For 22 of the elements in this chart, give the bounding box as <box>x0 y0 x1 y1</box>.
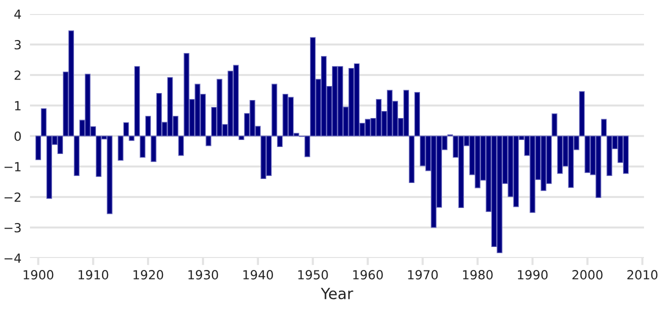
x-tick-label: 1960 <box>353 270 383 280</box>
x-tick-label: 1950 <box>298 270 328 280</box>
x-tick-label: 2010 <box>627 270 658 280</box>
x-tick-label: 1900 <box>24 270 54 280</box>
x-tick-label: 1980 <box>463 270 493 280</box>
y-tick-label: 2 <box>14 70 20 80</box>
y-tick-label: −4 <box>4 254 21 263</box>
y-tick-label: −2 <box>4 192 20 202</box>
x-tick-label: 2000 <box>572 270 603 280</box>
x-tick-label: 1930 <box>188 270 218 280</box>
x-tick-label: 1990 <box>518 270 548 280</box>
y-tick-label: 1 <box>15 101 21 110</box>
x-tick-label: 1920 <box>134 270 164 280</box>
y-tick-label: 4 <box>14 10 21 19</box>
x-axis-title: Year <box>320 288 354 300</box>
y-tick-label: 3 <box>14 40 21 50</box>
y-tick-label: −3 <box>4 222 21 232</box>
y-tick-label: −1 <box>4 162 21 172</box>
x-tick-label: 1940 <box>243 270 273 280</box>
x-tick-label: 1970 <box>408 270 438 280</box>
x-tick-label: 1910 <box>78 270 108 280</box>
y-tick-label: 0 <box>14 131 21 141</box>
